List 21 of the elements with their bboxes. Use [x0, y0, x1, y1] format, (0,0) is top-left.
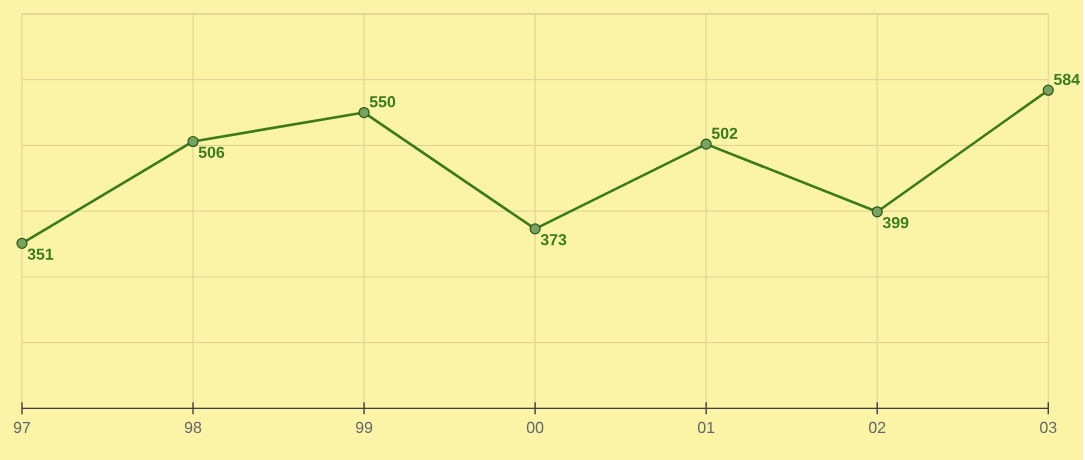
- data-label: 584: [1053, 73, 1080, 85]
- point: [358, 106, 370, 119]
- data-label: 502: [711, 127, 738, 139]
- x-tick-label: 03: [1040, 421, 1057, 433]
- x-tick-label: 00: [526, 421, 544, 433]
- x-tick-label: 02: [869, 421, 886, 433]
- point: [529, 223, 541, 235]
- data-label: 351: [27, 248, 54, 260]
- x-tick-label: 97: [13, 421, 31, 433]
- data-label: 506: [198, 146, 225, 158]
- point: [1042, 84, 1054, 96]
- x-tick-label: 01: [697, 421, 715, 433]
- data-label: 373: [540, 233, 567, 246]
- point: [871, 206, 883, 218]
- point: [16, 237, 28, 249]
- data-label: 550: [369, 95, 396, 108]
- data-label: 399: [882, 216, 909, 229]
- x-tick-label: 98: [184, 421, 202, 433]
- point: [700, 138, 712, 150]
- x-tick-label: 99: [355, 421, 373, 433]
- point: [187, 135, 199, 147]
